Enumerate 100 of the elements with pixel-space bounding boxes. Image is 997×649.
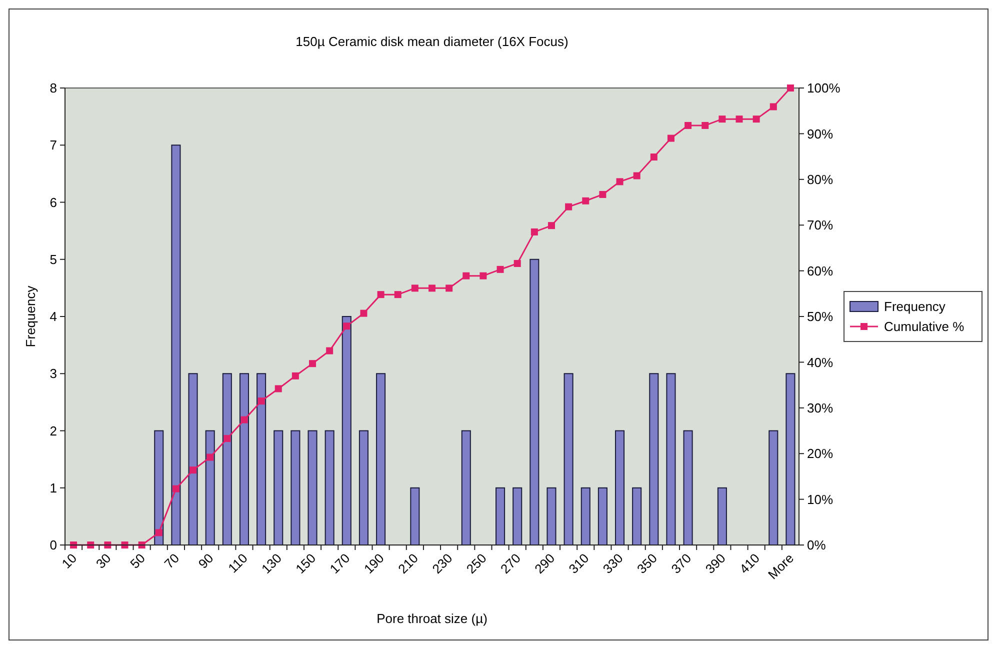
point xyxy=(530,228,538,236)
chart-title: 150µ Ceramic disk mean diameter (16X Focus) xyxy=(296,34,568,49)
point xyxy=(394,291,402,298)
x-tick-label: 310 xyxy=(566,550,592,576)
bar xyxy=(222,373,232,546)
y-tick-label: 7 xyxy=(50,138,57,153)
x-tick-label: 70 xyxy=(161,550,182,572)
point xyxy=(326,347,334,354)
point xyxy=(718,116,726,123)
point xyxy=(224,435,231,442)
bar xyxy=(410,487,420,546)
y-tick-label: 2 xyxy=(50,423,57,438)
point xyxy=(377,291,384,298)
x-tick-label: 230 xyxy=(429,550,456,576)
x-tick-label: 90 xyxy=(195,550,216,572)
point xyxy=(155,529,162,536)
legend-label: Cumulative % xyxy=(884,319,965,334)
y2-tick-label: 70% xyxy=(807,218,834,233)
bar xyxy=(580,487,590,546)
y-tick-label: 8 xyxy=(50,80,57,96)
x-tick-label: 290 xyxy=(532,550,558,576)
y-tick-label: 5 xyxy=(50,252,57,267)
y-tick-label: 6 xyxy=(50,194,57,210)
point xyxy=(360,310,368,317)
y2-tick-label: 10% xyxy=(807,492,834,507)
point xyxy=(702,122,709,129)
x-tick-label: 190 xyxy=(360,550,387,576)
x-tick-label: 390 xyxy=(702,550,728,576)
bar xyxy=(598,487,608,546)
point xyxy=(736,116,743,123)
y2-tick-label: 90% xyxy=(807,126,834,142)
point xyxy=(616,178,624,186)
legend-label: Frequency xyxy=(884,299,946,314)
bar xyxy=(666,373,676,546)
point xyxy=(206,454,214,461)
y-axis-title: Frequency xyxy=(23,285,38,348)
y2-tick-label: 40% xyxy=(807,354,834,370)
x-tick-label: 130 xyxy=(258,550,284,576)
point xyxy=(292,372,299,380)
bar xyxy=(274,430,284,546)
point xyxy=(428,284,436,292)
x-tick-label: 210 xyxy=(395,550,422,576)
point xyxy=(274,385,282,392)
bar xyxy=(496,487,506,546)
x-tick-label: 270 xyxy=(498,550,524,576)
point xyxy=(309,360,316,368)
y2-tick-label: 80% xyxy=(807,172,834,187)
point xyxy=(752,116,760,123)
bar xyxy=(290,430,300,546)
point xyxy=(240,416,248,424)
bar xyxy=(615,430,625,546)
y2-tick-label: 60% xyxy=(807,263,834,278)
y2-tick-label: 50% xyxy=(807,309,834,324)
bar xyxy=(786,373,796,546)
point xyxy=(786,84,794,92)
bar xyxy=(188,373,198,546)
y2-tick-label: 30% xyxy=(807,400,834,416)
bar xyxy=(308,430,318,546)
point xyxy=(411,284,418,292)
y2-tick-label: 0% xyxy=(807,538,826,553)
x-tick-label: 30 xyxy=(92,550,114,572)
x-tick-label: 10 xyxy=(58,550,80,572)
point xyxy=(684,122,692,129)
x-tick-label: 170 xyxy=(326,550,353,576)
x-tick-label: 110 xyxy=(225,550,250,576)
point xyxy=(446,284,453,292)
point xyxy=(258,398,265,405)
point xyxy=(633,172,640,180)
point xyxy=(462,272,470,280)
y-tick-label: 0 xyxy=(50,538,57,553)
bar xyxy=(564,373,574,546)
bar xyxy=(512,487,522,546)
bar xyxy=(461,430,471,546)
x-tick-label: 370 xyxy=(668,550,694,576)
y2-tick-label: 20% xyxy=(807,446,834,462)
bar xyxy=(205,430,215,546)
point xyxy=(514,260,521,267)
bar xyxy=(324,430,334,546)
point xyxy=(190,466,197,474)
point xyxy=(667,134,674,142)
y-tick-label: 4 xyxy=(50,309,57,324)
point xyxy=(172,485,180,492)
point xyxy=(480,272,487,280)
bar xyxy=(256,373,266,546)
bar xyxy=(376,373,386,546)
point xyxy=(565,203,572,210)
bar xyxy=(358,430,368,546)
bar xyxy=(342,316,352,546)
x-tick-label: 250 xyxy=(463,550,490,576)
point xyxy=(548,222,555,230)
bar xyxy=(530,258,540,546)
bar xyxy=(171,144,181,546)
bar xyxy=(154,430,164,546)
y2-tick-label: 100% xyxy=(807,80,841,96)
bar xyxy=(768,430,778,546)
bar xyxy=(649,373,659,546)
bar xyxy=(683,430,693,546)
x-tick-label: 410 xyxy=(736,550,762,576)
x-tick-label: 50 xyxy=(127,550,148,572)
point xyxy=(496,266,504,273)
